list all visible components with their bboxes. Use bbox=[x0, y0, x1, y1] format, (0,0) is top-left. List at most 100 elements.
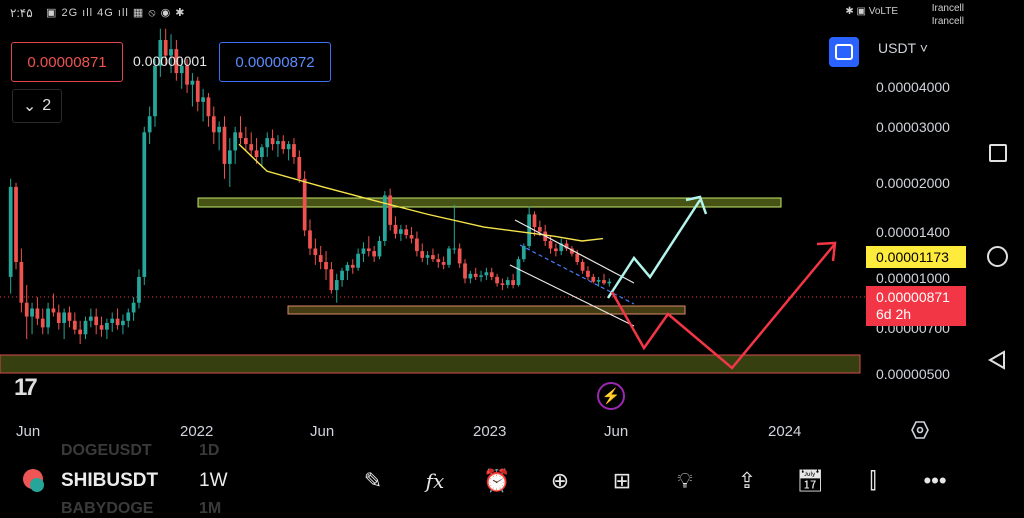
candle-body bbox=[88, 316, 93, 321]
back-button[interactable] bbox=[988, 350, 1006, 370]
status-bar: ۲:۴۵ ▣ 2G ıll 4G ıll ▦ ⦸ ◉ ✱ ✱ ▣ VoLTE I… bbox=[0, 0, 1024, 34]
candle-body bbox=[495, 276, 499, 284]
currency-logo-icon bbox=[30, 478, 44, 492]
candle-body bbox=[24, 302, 29, 317]
home-button[interactable] bbox=[987, 246, 1008, 267]
candle-body bbox=[78, 329, 83, 335]
candle-body bbox=[356, 253, 360, 268]
calendar-replay-icon[interactable]: 📅︎ bbox=[796, 468, 824, 493]
candle-body bbox=[174, 49, 179, 74]
drawing-pen-icon[interactable]: ✎ bbox=[363, 468, 383, 493]
candle-body bbox=[19, 261, 24, 303]
candle-body bbox=[340, 270, 344, 281]
candle-body bbox=[292, 144, 296, 157]
candle-body bbox=[329, 269, 334, 291]
candle-body bbox=[297, 156, 302, 179]
interval-selector[interactable]: 1W bbox=[199, 470, 228, 491]
candle-body bbox=[265, 138, 270, 148]
candle-body bbox=[217, 126, 222, 133]
candle-body bbox=[570, 248, 574, 254]
fullscreen-button[interactable] bbox=[829, 37, 859, 67]
symbol-selector[interactable]: SHIBUSDT bbox=[61, 470, 159, 491]
candle-body bbox=[511, 280, 515, 285]
candle-body bbox=[527, 214, 532, 246]
candle-body bbox=[580, 261, 585, 271]
carrier-info: Irancell Irancell bbox=[932, 2, 964, 28]
candle-body bbox=[142, 132, 147, 277]
candle-body bbox=[388, 195, 393, 225]
candle-body bbox=[537, 227, 542, 232]
ghost-interval-below: 1M bbox=[199, 500, 222, 517]
candle-body bbox=[468, 273, 473, 279]
candle-body bbox=[147, 116, 152, 133]
idea-bulb-icon[interactable]: 💡︎ bbox=[677, 468, 693, 493]
candle-body bbox=[441, 261, 446, 265]
channel-lower-line bbox=[509, 264, 635, 327]
support-zone bbox=[287, 305, 686, 315]
candle-body bbox=[206, 97, 211, 117]
candle-body bbox=[185, 65, 189, 85]
function-fx-icon[interactable]: fx bbox=[425, 469, 445, 493]
grid-layout-icon[interactable]: ⊞ bbox=[612, 468, 632, 493]
candle-body bbox=[500, 283, 505, 285]
buy-button[interactable]: 0.00000872 bbox=[219, 42, 331, 82]
carrier-name-2: Irancell bbox=[931, 16, 964, 27]
candle-body bbox=[409, 235, 414, 239]
spread-value: 0.00000001 bbox=[133, 53, 207, 69]
chart-settings-icon[interactable] bbox=[910, 420, 930, 440]
candle-body bbox=[62, 312, 66, 323]
candle-body bbox=[334, 280, 339, 291]
candle-body bbox=[67, 312, 72, 321]
candle-body bbox=[457, 248, 462, 264]
candle-body bbox=[313, 248, 318, 256]
recent-apps-button[interactable] bbox=[989, 144, 1007, 162]
candle-body bbox=[195, 80, 200, 102]
y-axis-label: 0.00003000 bbox=[876, 119, 950, 135]
candle-body bbox=[163, 40, 168, 56]
lightning-icon[interactable]: ⚡ bbox=[597, 382, 625, 410]
candle-body bbox=[382, 195, 387, 241]
alert-clock-icon[interactable]: ⏰ bbox=[483, 468, 511, 493]
candle-body bbox=[260, 147, 264, 157]
price-chart[interactable] bbox=[0, 0, 972, 450]
ghost-symbol-below: BABYDOGE bbox=[61, 500, 154, 517]
candle-body bbox=[575, 253, 580, 262]
more-dots-icon[interactable]: ••• bbox=[923, 468, 947, 493]
candle-body bbox=[105, 322, 109, 330]
candle-body bbox=[554, 248, 558, 252]
x-axis-label: Jun bbox=[16, 423, 41, 440]
ghost-symbol-above: DOGEUSDT bbox=[61, 442, 152, 459]
share-icon[interactable]: ⇪ bbox=[737, 468, 757, 493]
candle-body bbox=[596, 280, 601, 282]
candles-icon[interactable]: ⫿ bbox=[869, 468, 877, 493]
candle-body bbox=[452, 248, 457, 250]
candle-body bbox=[131, 302, 136, 313]
candle-body bbox=[607, 281, 612, 284]
channel-mid-line bbox=[519, 244, 635, 305]
candle-body bbox=[415, 238, 419, 252]
candle-body bbox=[30, 308, 34, 317]
indicators-toggle[interactable]: ⌄ 2 bbox=[12, 89, 62, 123]
add-circle-icon[interactable]: ⊕ bbox=[550, 468, 570, 493]
candle-body bbox=[137, 276, 141, 303]
ma-value-tag: 0.00001173 bbox=[866, 246, 966, 268]
candle-body bbox=[99, 325, 104, 330]
candle-body bbox=[377, 240, 382, 257]
candle-body bbox=[243, 138, 248, 145]
sell-button[interactable]: 0.00000871 bbox=[11, 42, 123, 82]
candle-body bbox=[404, 229, 409, 236]
moving-average-line bbox=[238, 143, 604, 242]
candle-body bbox=[94, 316, 99, 326]
quote-currency-select[interactable]: USDT ˅ bbox=[878, 40, 928, 56]
candle-body bbox=[110, 318, 115, 323]
candle-body bbox=[83, 320, 88, 335]
candle-body bbox=[361, 248, 366, 254]
candlestick-series bbox=[8, 28, 612, 345]
candle-body bbox=[158, 40, 163, 66]
bullish-projection-arrowhead bbox=[685, 195, 708, 215]
candle-body bbox=[72, 320, 77, 330]
candle-body bbox=[484, 272, 489, 276]
fullscreen-icon bbox=[835, 44, 853, 60]
last-price-tag: 0.00000871 6d 2h bbox=[866, 286, 966, 326]
